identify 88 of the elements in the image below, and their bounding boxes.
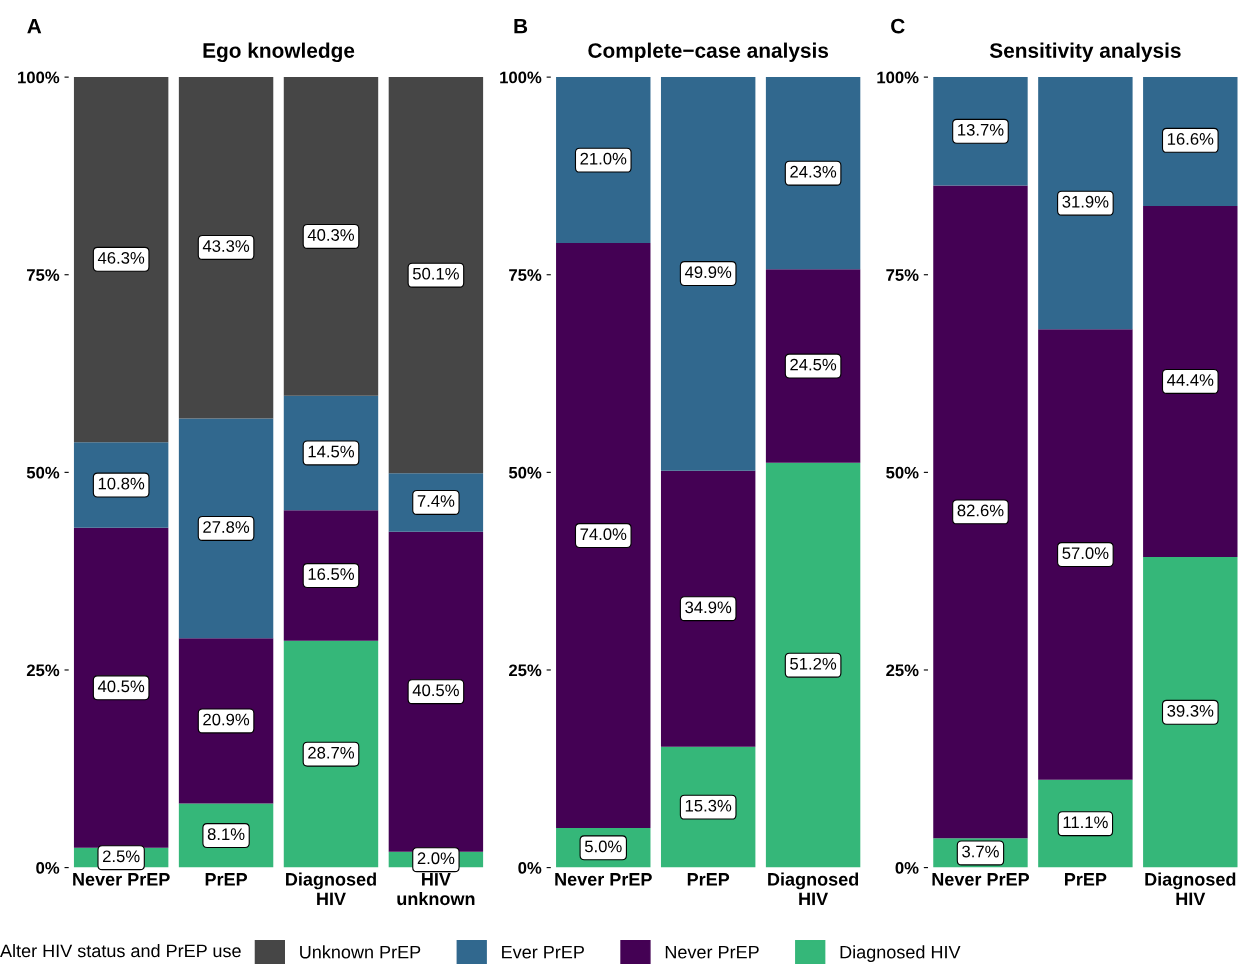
data-label: 5.0%: [584, 840, 622, 853]
data-label: 21.0%: [580, 152, 627, 165]
chart-title: Ego knowledge: [203, 42, 355, 63]
x-tick-label: Diagnosed HIV: [286, 872, 376, 906]
data-label: 82.6%: [957, 504, 1004, 517]
bar: [660, 77, 756, 471]
y-tick-label: 100%: [18, 71, 60, 84]
data-label: 3.7%: [962, 845, 999, 858]
bar: [765, 77, 861, 270]
x-tick-label: PrEP: [687, 873, 730, 886]
y-tick-label: 25%: [26, 664, 60, 677]
x-tick-label: Never PrEP: [555, 873, 652, 886]
text: A: [27, 18, 42, 34]
x-tick-label: Diagnosed HIV: [1145, 872, 1236, 906]
y-tick-label: 25%: [886, 664, 919, 677]
bar: [1038, 77, 1133, 330]
data-label: 16.6%: [1167, 133, 1214, 145]
data-label: 2.5%: [103, 850, 140, 863]
text: B: [514, 18, 528, 34]
legend-label: Ever PrEP: [502, 945, 584, 959]
data-label: 46.3%: [97, 252, 145, 264]
data-label: 34.9%: [685, 601, 732, 614]
y-tick-label: 50%: [26, 466, 60, 479]
bar: [556, 243, 651, 829]
bar: [178, 638, 274, 804]
x-tick-label: Never PrEP: [73, 873, 170, 886]
data-label: 24.3%: [790, 165, 837, 178]
y-tick-label: 75%: [509, 269, 542, 281]
data-label: 20.9%: [203, 713, 250, 726]
bar: [178, 77, 274, 419]
y-tick-label: 75%: [886, 269, 919, 281]
bar: [283, 640, 379, 868]
legend-label: Never PrEP: [665, 945, 759, 959]
bar: [388, 77, 484, 474]
chart-title: Complete−case analysis: [588, 42, 829, 62]
data-label: 14.5%: [308, 445, 355, 458]
data-label: 28.7%: [308, 746, 355, 759]
chart-title: Sensitivity analysis: [989, 42, 1181, 62]
y-tick-label: 0%: [895, 862, 919, 874]
y-tick-label: 100%: [877, 71, 919, 84]
bar: [556, 77, 651, 244]
data-label: 43.3%: [202, 240, 250, 252]
bar: [1143, 556, 1238, 868]
x-tick-label: HIV unknown: [397, 873, 475, 906]
data-label: 8.1%: [207, 828, 245, 841]
data-label: 15.3%: [685, 799, 732, 812]
data-label: 40.5%: [412, 684, 459, 697]
data-label: 2.0%: [417, 852, 455, 865]
data-label: 39.3%: [1167, 704, 1214, 717]
y-tick-label: 100%: [500, 71, 542, 84]
data-label: 10.8%: [98, 477, 145, 490]
data-label: 11.1%: [1063, 816, 1108, 829]
y-tick-label: 50%: [886, 466, 919, 479]
bar: [765, 269, 861, 463]
bar: [283, 77, 379, 396]
x-tick-label: PrEP: [205, 873, 248, 886]
data-label: 7.4%: [417, 495, 455, 507]
x-tick-label: Diagnosed HIV: [768, 872, 859, 906]
y-tick-label: 50%: [508, 466, 542, 479]
data-label: 50.1%: [412, 267, 459, 280]
x-tick-label: PrEP: [1065, 873, 1107, 886]
data-label: 49.9%: [684, 266, 732, 279]
data-label: 40.3%: [307, 229, 355, 241]
data-label: 44.4%: [1167, 374, 1214, 386]
data-label: 74.0%: [580, 528, 627, 541]
y-tick-label: 25%: [509, 664, 542, 677]
y-tick-label: 75%: [27, 269, 60, 281]
data-label: 16.5%: [308, 568, 355, 580]
bar: [765, 462, 861, 868]
legend-label: Diagnosed HIV: [840, 945, 961, 963]
data-label: 27.8%: [203, 521, 250, 533]
data-label: 24.5%: [790, 358, 837, 371]
y-tick-label: 0%: [518, 862, 542, 874]
data-label: 13.7%: [958, 123, 1004, 136]
bar: [660, 470, 756, 747]
bar: [73, 77, 169, 443]
bar: [1038, 329, 1133, 780]
text: C: [891, 18, 905, 34]
data-label: 40.5%: [97, 680, 145, 693]
data-label: 57.0%: [1062, 547, 1109, 560]
bar: [1143, 205, 1238, 557]
y-tick-label: 0%: [36, 862, 60, 874]
legend-title: Alter HIV status and PrEP use: [0, 943, 241, 958]
x-tick-label: Never PrEP: [932, 873, 1030, 886]
bar: [178, 418, 274, 639]
legend-label: Unknown PrEP: [300, 945, 421, 959]
data-label: 51.2%: [790, 657, 837, 670]
data-label: 31.9%: [1062, 195, 1109, 208]
